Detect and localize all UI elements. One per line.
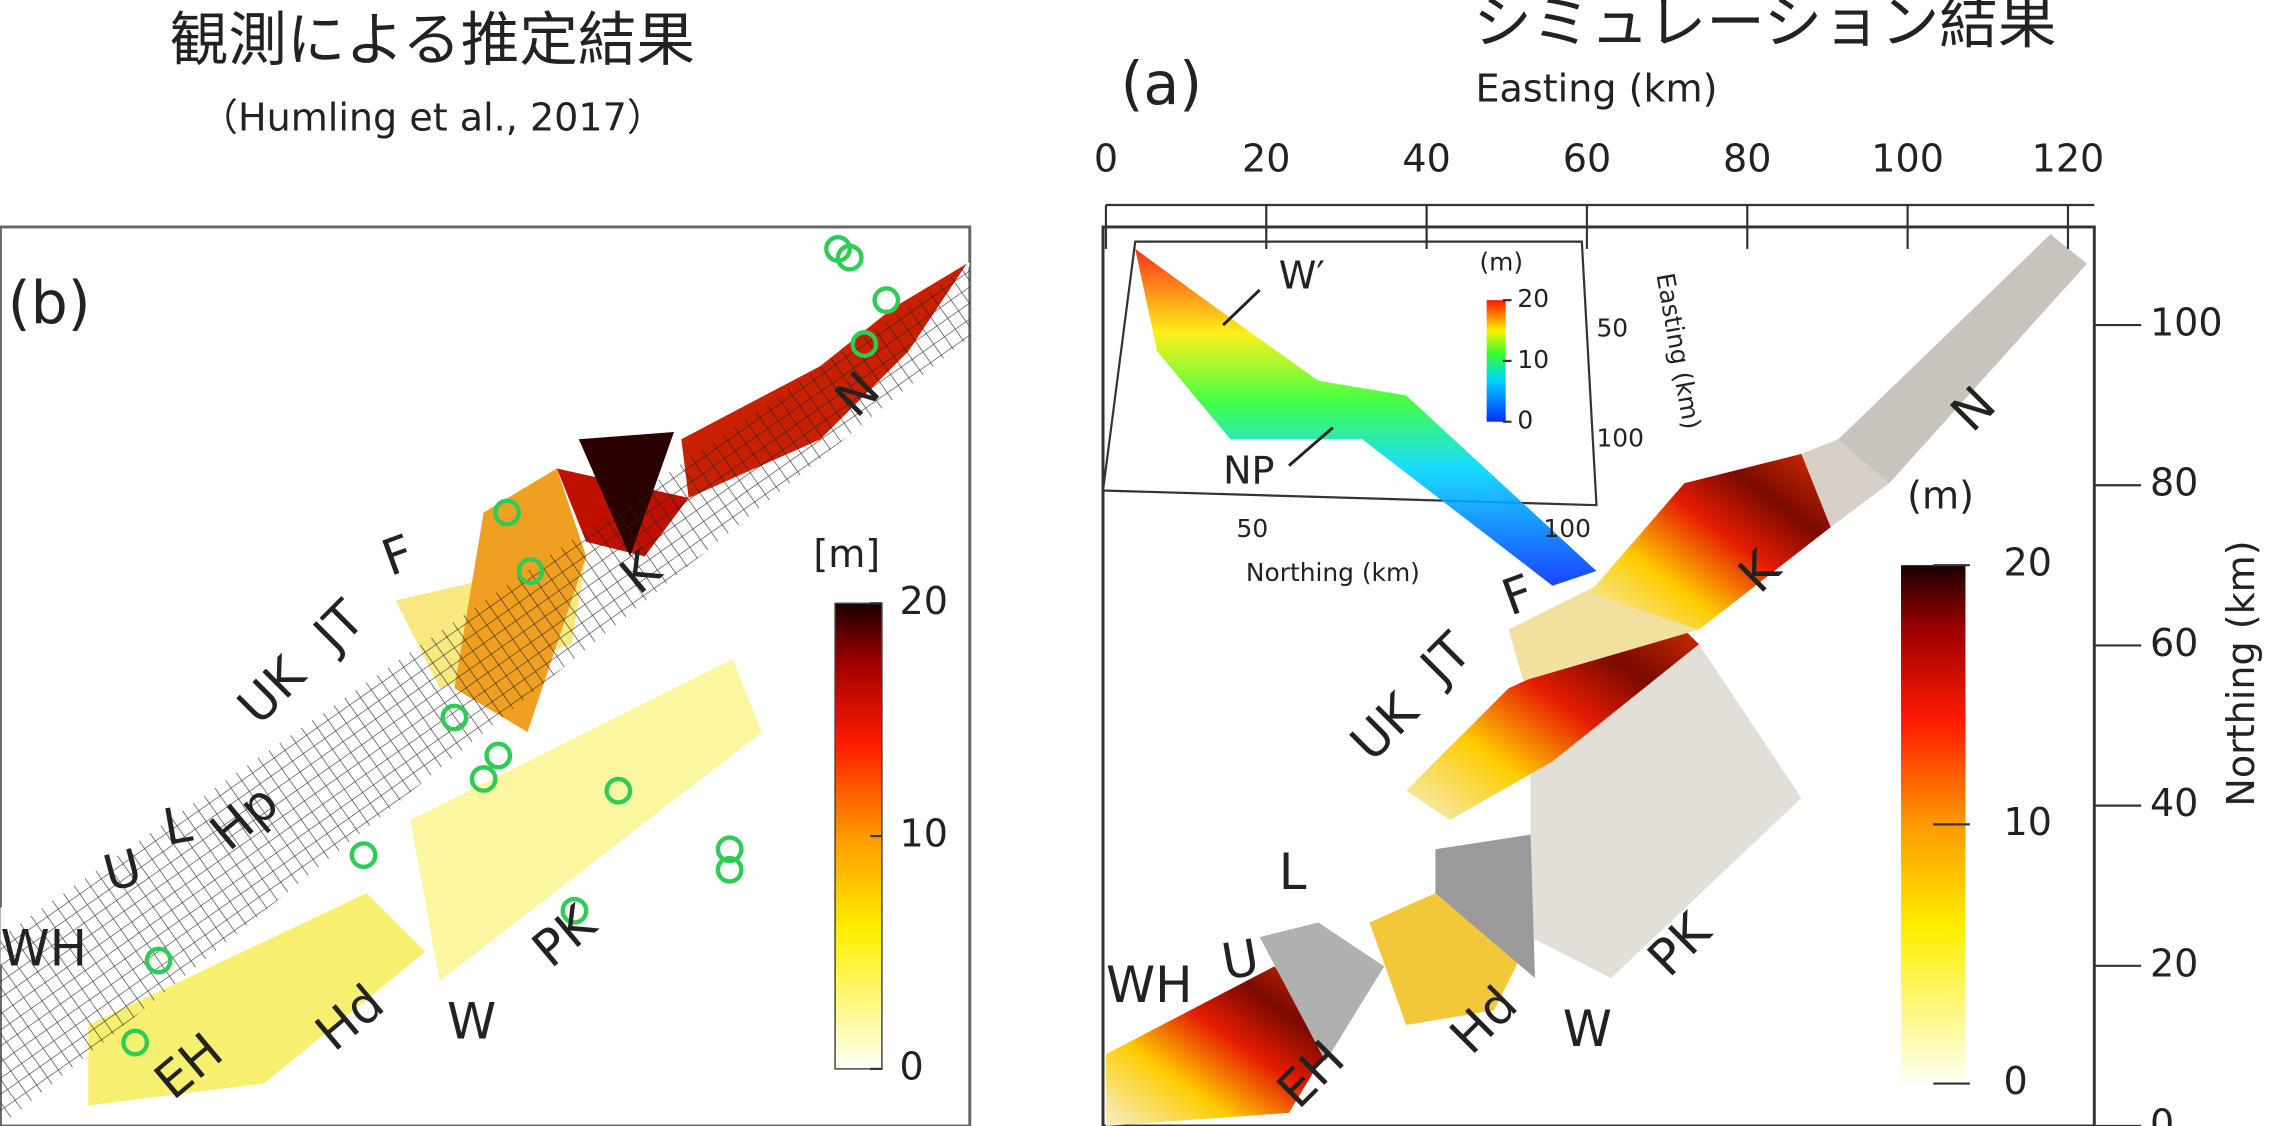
right-title: シミュレーション結果 [1473, 0, 2056, 56]
y-tick-label: 40 [2150, 781, 2198, 825]
inset-y-tick-label: 50 [1596, 313, 1628, 342]
figure: 観測による推定結果 （Humling et al., 2017） (b) [m]… [0, 0, 2269, 1126]
x-tick-label: 100 [1871, 137, 1944, 181]
colorbar-tick-label: 20 [899, 579, 947, 623]
left-panel-label: (b) [8, 270, 91, 338]
x-tick-label: 40 [1402, 137, 1450, 181]
colorbar-tick-label: 10 [2004, 800, 2052, 844]
left-title: 観測による推定結果 [170, 6, 695, 74]
x-axis-label: Easting (km) [1476, 66, 1718, 110]
colorbar-tick-label: 10 [899, 812, 947, 856]
inset-y-tick-label: 100 [1596, 423, 1643, 452]
colorbar-tick-label: 20 [1517, 284, 1549, 313]
inset-label: NP [1223, 448, 1274, 492]
y-axis-label: Northing (km) [2219, 540, 2263, 806]
colorbar-tick-label: 0 [2004, 1059, 2028, 1103]
y-tick-label: 0 [2150, 1102, 2174, 1126]
y-tick-label: 20 [2150, 941, 2198, 985]
x-tick-label: 0 [1094, 137, 1118, 181]
colorbar-tick-label: 0 [899, 1044, 923, 1088]
fault-label: L [1279, 843, 1307, 901]
inset-x-label: Northing (km) [1246, 558, 1420, 587]
right-colorbar-unit: (m) [1907, 473, 1974, 517]
left-subtitle: （Humling et al., 2017） [200, 96, 665, 140]
fault-label: F [374, 523, 421, 587]
fault-label: WH [1106, 956, 1193, 1014]
x-tick-label: 80 [1723, 137, 1771, 181]
inset-x-tick-label: 50 [1237, 514, 1269, 543]
fault-label: JT [1407, 621, 1482, 696]
fault-label: W [447, 992, 496, 1050]
inset-label: W′ [1279, 254, 1325, 298]
right-panel-label: (a) [1121, 50, 1203, 118]
fault-label: W [1563, 1000, 1612, 1058]
colorbar-tick-label: 20 [2004, 541, 2052, 585]
fault-label: UK [1339, 681, 1430, 772]
colorbar-tick-label: 10 [1517, 345, 1549, 374]
y-tick-label: 60 [2150, 621, 2198, 665]
fault-label: U [1217, 928, 1263, 991]
inset-y-label: Easting (km) [1650, 271, 1706, 432]
x-tick-label: 60 [1563, 137, 1611, 181]
inset-x-tick-label: 100 [1543, 514, 1590, 543]
y-tick-label: 80 [2150, 461, 2198, 505]
y-tick-label: 100 [2150, 301, 2223, 345]
colorbar-tick-label: 0 [1517, 406, 1533, 435]
x-tick-label: 20 [1242, 137, 1290, 181]
x-tick-label: 120 [2032, 137, 2105, 181]
inset-unit: (m) [1479, 248, 1523, 277]
fault-label: WH [0, 919, 87, 977]
fault-label: F [1495, 563, 1542, 627]
left-colorbar-unit: [m] [813, 532, 880, 576]
fault-label: JT [300, 589, 375, 664]
